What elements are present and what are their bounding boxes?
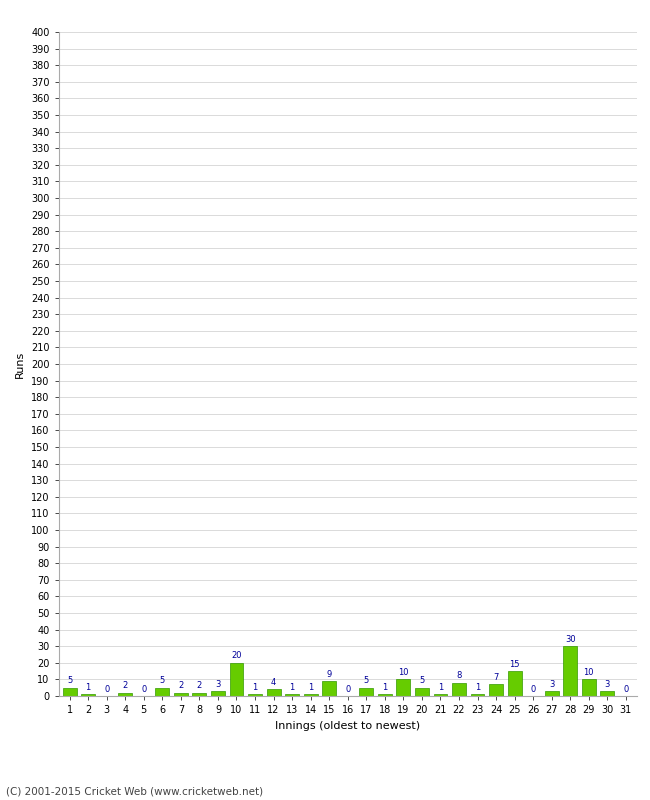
Text: 8: 8 (456, 671, 461, 680)
Text: 1: 1 (86, 683, 91, 692)
X-axis label: Innings (oldest to newest): Innings (oldest to newest) (275, 721, 421, 730)
Bar (359, 688, 373, 696)
Y-axis label: Runs: Runs (16, 350, 25, 378)
Bar (489, 684, 503, 696)
Bar (81, 694, 95, 696)
Text: 2: 2 (197, 681, 202, 690)
Text: 1: 1 (252, 683, 257, 692)
Bar (62, 688, 77, 696)
Text: 7: 7 (493, 673, 499, 682)
Text: 4: 4 (271, 678, 276, 687)
Text: 30: 30 (565, 634, 575, 644)
Text: 5: 5 (160, 676, 165, 686)
Bar (564, 646, 577, 696)
Text: 1: 1 (475, 683, 480, 692)
Bar (229, 662, 244, 696)
Text: 10: 10 (398, 668, 409, 677)
Bar (415, 688, 429, 696)
Bar (582, 679, 596, 696)
Text: 5: 5 (67, 676, 72, 686)
Text: 10: 10 (584, 668, 594, 677)
Bar (248, 694, 262, 696)
Bar (266, 690, 281, 696)
Text: 15: 15 (510, 660, 520, 669)
Bar (508, 671, 521, 696)
Text: 3: 3 (604, 679, 610, 689)
Bar (378, 694, 392, 696)
Text: 0: 0 (530, 685, 536, 694)
Bar (545, 691, 558, 696)
Text: 5: 5 (363, 676, 369, 686)
Text: 2: 2 (178, 681, 183, 690)
Bar (174, 693, 188, 696)
Bar (211, 691, 225, 696)
Text: 20: 20 (231, 651, 242, 660)
Text: 1: 1 (438, 683, 443, 692)
Text: 1: 1 (308, 683, 313, 692)
Text: (C) 2001-2015 Cricket Web (www.cricketweb.net): (C) 2001-2015 Cricket Web (www.cricketwe… (6, 786, 264, 796)
Text: 0: 0 (345, 685, 350, 694)
Text: 9: 9 (326, 670, 332, 678)
Bar (471, 694, 484, 696)
Text: 2: 2 (123, 681, 128, 690)
Text: 3: 3 (215, 679, 220, 689)
Bar (304, 694, 318, 696)
Bar (285, 694, 299, 696)
Bar (452, 682, 466, 696)
Bar (322, 681, 336, 696)
Text: 0: 0 (104, 685, 109, 694)
Text: 1: 1 (289, 683, 294, 692)
Bar (118, 693, 132, 696)
Bar (434, 694, 447, 696)
Text: 3: 3 (549, 679, 554, 689)
Text: 0: 0 (623, 685, 629, 694)
Text: 0: 0 (141, 685, 146, 694)
Bar (155, 688, 169, 696)
Bar (192, 693, 206, 696)
Text: 1: 1 (382, 683, 387, 692)
Bar (396, 679, 410, 696)
Bar (601, 691, 614, 696)
Text: 5: 5 (419, 676, 424, 686)
